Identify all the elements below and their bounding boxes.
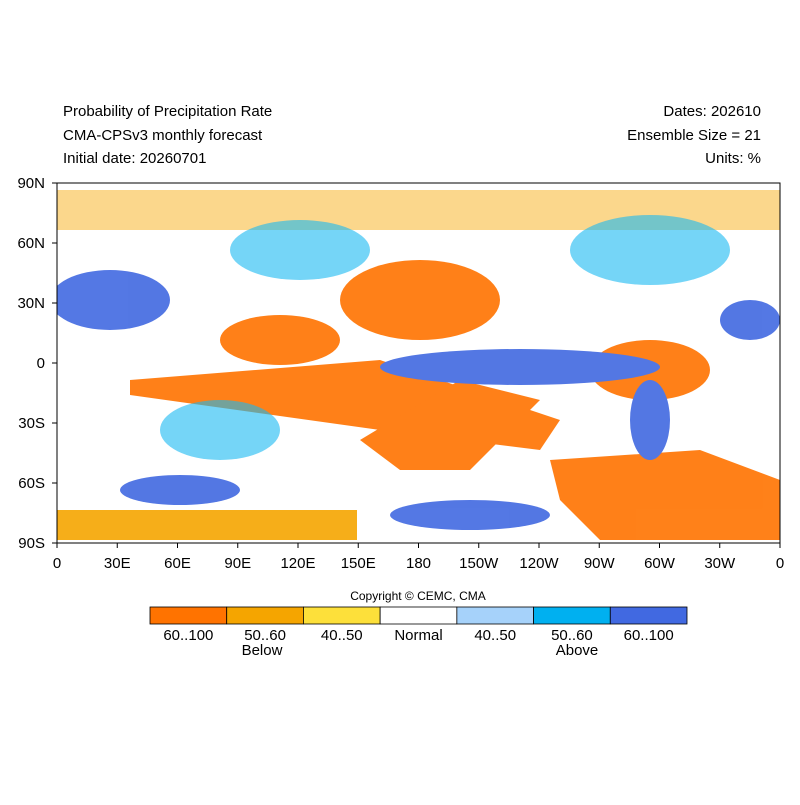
lon-label: 60W [644,555,676,572]
legend-label: Normal [394,627,442,644]
units: Units: % [705,150,761,167]
legend-above: Above [556,642,599,659]
legend: 60..100 50..60 40..50 Normal 40..50 50..60 60.… [149,606,688,644]
axes: 90N 60N 30N 0 30S 60S 90S 0 30E 60E 90E 120E 150E 180… [17,175,784,572]
lon-label: 120W [519,555,559,572]
lon-label: 30W [704,555,736,572]
lon-label: 0 [776,555,784,572]
legend-label: 50..60 [551,627,593,644]
lon-label: 150E [341,555,376,572]
legend-swatch [303,606,381,625]
legend-swatch [533,606,611,625]
legend-label: 40..50 [474,627,516,644]
map-field [57,183,780,543]
legend-swatch [456,606,534,625]
legend-swatch [609,606,688,625]
lat-label: 30N [17,295,45,312]
legend-label: 60..100 [163,627,213,644]
model: CMA-CPSv3 monthly forecast [63,127,263,144]
lat-label: 60S [18,475,45,492]
lon-label: 30E [104,555,131,572]
legend-swatch [149,606,228,625]
lat-label: 90N [17,175,45,192]
legend-below: Below [242,642,283,659]
dates: Dates: 202610 [663,103,761,120]
legend-label: 50..60 [244,627,286,644]
lon-label: 120E [280,555,315,572]
legend-swatch [226,606,304,625]
lon-label: 60E [164,555,191,572]
title: Probability of Precipitation Rate [63,103,272,120]
ensemble-size: Ensemble Size = 21 [627,127,761,144]
legend-label: 40..50 [321,627,363,644]
lon-label: 180 [406,555,431,572]
lat-label: 90S [18,535,45,552]
lat-label: 30S [18,415,45,432]
copyright: Copyright © CEMC, CMA [350,589,486,603]
legend-swatch [379,606,458,625]
lon-label: 90W [584,555,616,572]
lon-label: 0 [53,555,61,572]
lon-label: 90E [224,555,251,572]
lon-label: 150W [459,555,499,572]
initial-date: Initial date: 20260701 [63,150,206,167]
lat-label: 0 [37,355,45,372]
legend-label: 60..100 [624,627,674,644]
lat-label: 60N [17,235,45,252]
